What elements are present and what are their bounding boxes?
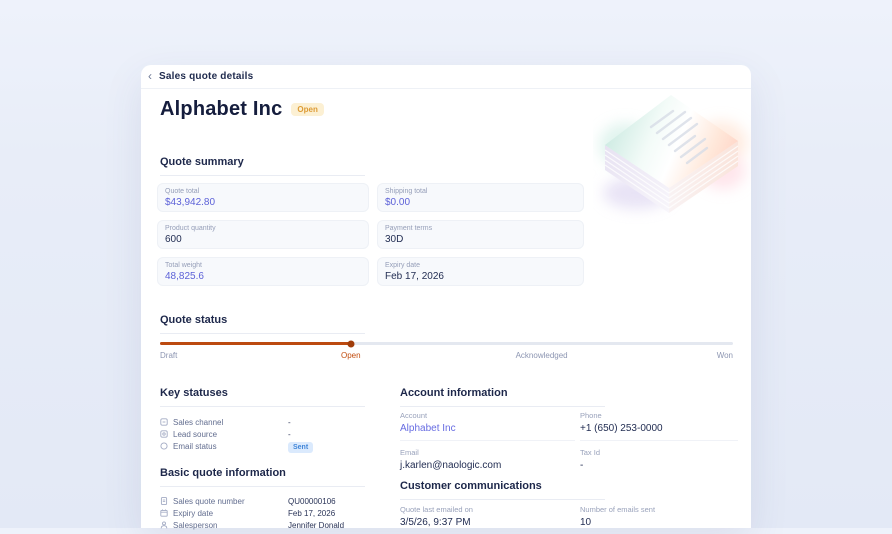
back-chevron-icon: ‹ [148, 69, 152, 83]
stage-open: Open [341, 351, 361, 360]
field-expiry-date: Expiry date Feb 17, 2026 [377, 257, 584, 286]
paper-stack-illustration [599, 95, 747, 213]
key-statuses-list: Sales channel - Lead source - Email stat… [160, 416, 370, 453]
status-badge: Open [291, 102, 324, 117]
row-sales-quote-number: Sales quote number QU00000106 [160, 495, 370, 507]
field-phone: Phone +1 (650) 253-0000 [580, 411, 738, 441]
row-email-status: Email status Sent [160, 440, 370, 453]
section-heading-customer-communications: Customer communications [400, 480, 605, 500]
sales-quote-card: ‹ Sales quote details Alphabet Inc Open [141, 65, 751, 531]
section-heading-quote-summary: Quote summary [160, 156, 365, 176]
progress-dot [347, 340, 355, 347]
field-number-of-emails-sent: Number of emails sent 10 [580, 505, 656, 528]
field-shipping-total: Shipping total $0.00 [377, 183, 584, 212]
field-payment-terms: Payment terms 30D [377, 220, 584, 249]
customer-communications-grid: Quote last emailed on 3/5/26, 9:37 PM Nu… [400, 505, 738, 534]
stage-won: Won [716, 351, 733, 360]
lead-source-icon [160, 430, 168, 438]
field-email: Email j.karlen@naologic.com [400, 448, 502, 471]
row-sales-channel: Sales channel - [160, 416, 370, 428]
quote-summary-grid: Quote total $43,942.80 Shipping total $0… [157, 183, 584, 286]
field-tax-id: Tax Id - [580, 448, 601, 471]
account-information-grid: Account Alphabet Inc Phone +1 (650) 253-… [400, 411, 738, 477]
basic-quote-information-list: Sales quote number QU00000106 Expiry dat… [160, 495, 370, 531]
section-heading-account-information: Account information [400, 387, 605, 407]
sales-channel-icon [160, 418, 168, 426]
section-heading-basic-quote-information: Basic quote information [160, 467, 365, 487]
field-account: Account Alphabet Inc [400, 411, 575, 441]
field-total-weight: Total weight 48,825.6 [157, 257, 369, 286]
page-title: Sales quote details [159, 71, 254, 82]
section-heading-quote-status: Quote status [160, 314, 365, 334]
row-lead-source: Lead source - [160, 428, 370, 440]
row-salesperson: Salesperson Jennifer Donald [160, 519, 370, 531]
stage-acknowledged: Acknowledged [515, 351, 568, 360]
quote-status-progress-bar [160, 340, 733, 347]
field-product-quantity: Product quantity 600 [157, 220, 369, 249]
person-icon [160, 521, 168, 529]
section-heading-key-statuses: Key statuses [160, 387, 365, 407]
progress-fill [160, 342, 351, 345]
field-quote-total: Quote total $43,942.80 [157, 183, 369, 212]
sent-badge: Sent [288, 441, 314, 453]
account-link[interactable]: Alphabet Inc [400, 423, 456, 434]
quote-title: Alphabet Inc [160, 98, 283, 120]
calendar-icon [160, 509, 168, 517]
email-status-icon [160, 442, 168, 450]
document-icon [160, 497, 168, 505]
back-button[interactable]: ‹ Sales quote details [141, 65, 751, 89]
quote-status-stages: Draft Open Acknowledged Won [160, 351, 733, 363]
row-expiry-date: Expiry date Feb 17, 2026 [160, 507, 370, 519]
stage-draft: Draft [160, 351, 178, 360]
field-quote-last-emailed-on: Quote last emailed on 3/5/26, 9:37 PM [400, 505, 473, 528]
